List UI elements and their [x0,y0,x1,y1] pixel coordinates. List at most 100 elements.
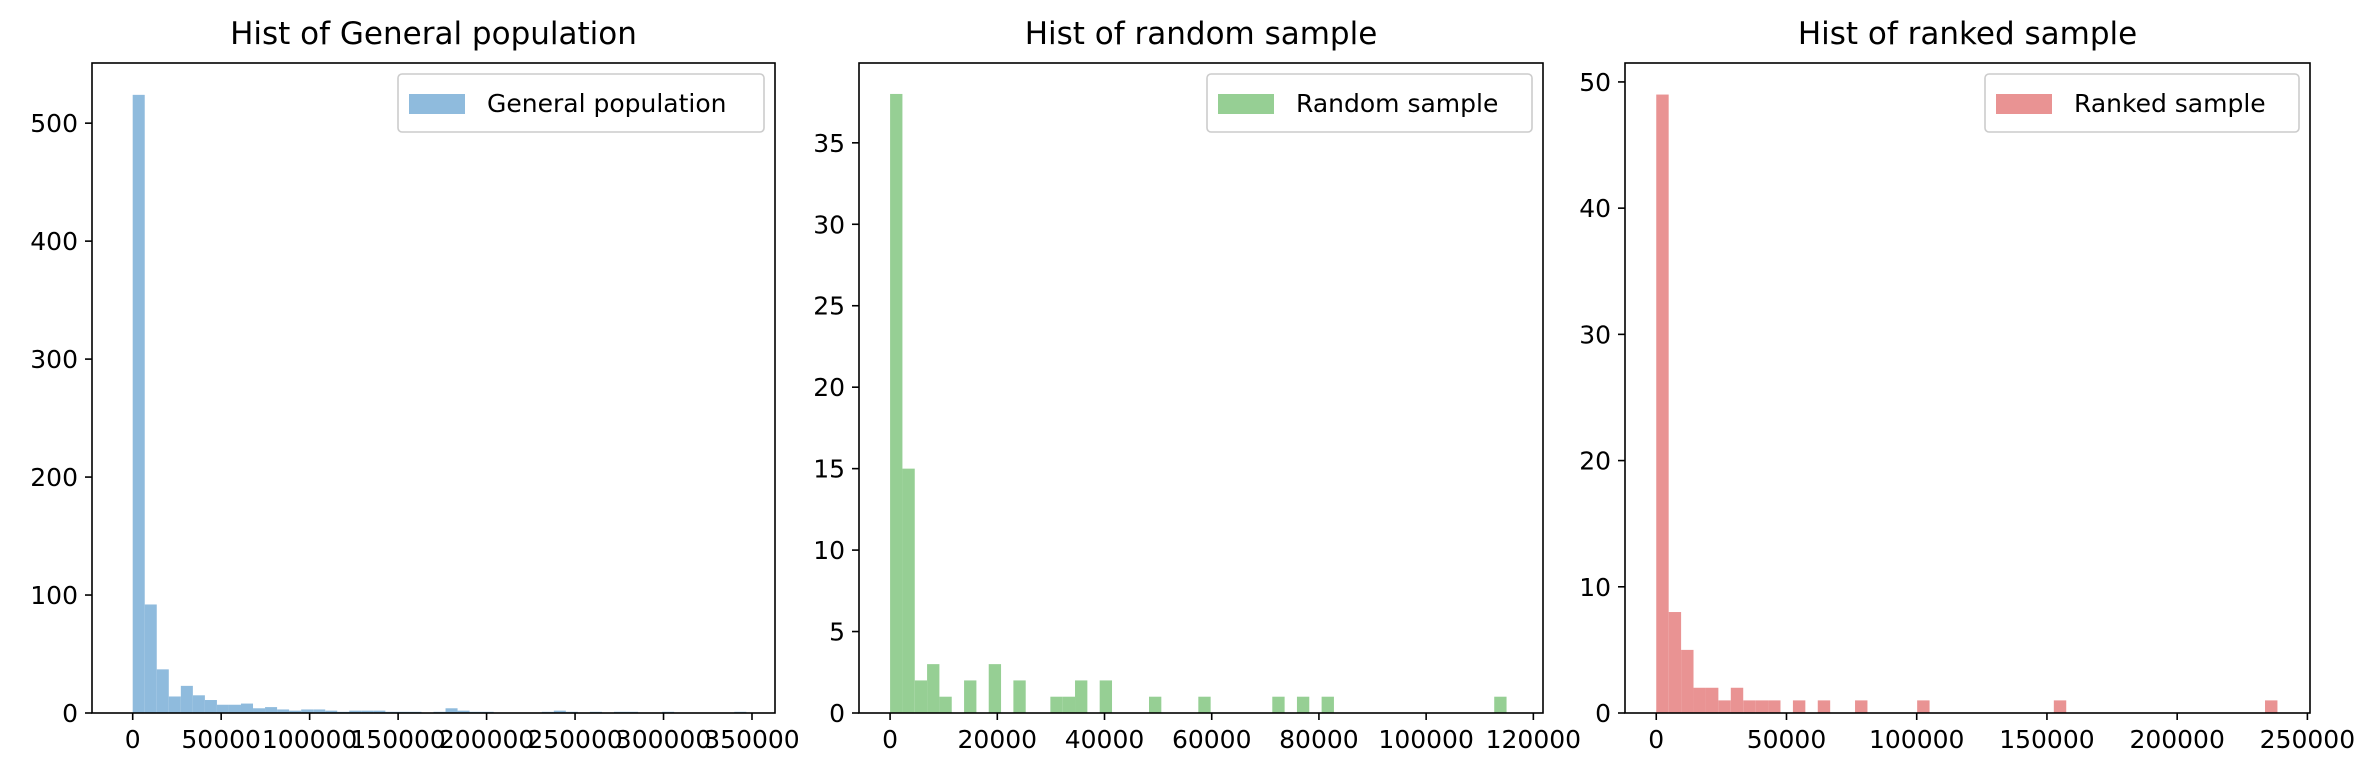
histogram-bar [1730,687,1744,713]
histogram-bar [156,669,169,713]
y-tick-label: 0 [829,699,845,728]
histogram-bar [1855,700,1868,713]
histogram-bar [132,94,145,714]
histogram-bar [2053,700,2067,713]
histogram-bars [1656,94,2278,714]
y-tick-label: 10 [813,536,845,565]
x-tick-label: 80000 [1279,725,1359,754]
y-tick-label: 30 [813,210,845,239]
histogram-bar [1681,649,1694,713]
histogram-bar [1668,612,1682,713]
histogram-bar [228,704,241,713]
y-tick-label: 20 [813,373,845,402]
x-tick-label: 0 [882,725,898,754]
histogram-bar [1917,700,1930,713]
axes-frame [858,62,1544,714]
chart-title: Hist of random sample [1025,16,1378,52]
histogram-bar [325,710,338,713]
histogram-bar [168,696,181,713]
axes-frame [1624,62,2311,714]
x-tick-label: 50000 [1747,725,1827,754]
histogram-bar [1013,680,1026,713]
x-tick-label: 120000 [1486,725,1581,754]
legend-label: Ranked sample [2074,89,2266,118]
x-tick-label: 20000 [958,725,1038,754]
histogram-bar [144,604,157,713]
legend: Ranked sample [1984,73,2300,133]
histogram-bar [265,707,278,713]
histogram-bar [2265,700,2278,713]
legend-swatch [409,94,465,114]
histogram-bar [349,710,362,713]
histogram-bar [553,710,566,713]
x-tick-label: 0 [125,725,141,754]
y-tick-label: 30 [1579,320,1611,349]
chart-title: Hist of ranked sample [1798,16,2137,52]
histogram-bar [988,664,1002,713]
legend-box [1984,73,2300,133]
chart-panel-1: 0 50000 1000001500002000002500003000003500… [30,16,799,754]
histogram-bar [1768,700,1781,713]
x-tick-label: 150000 [1999,725,2094,754]
histogram-bar [902,468,915,713]
chart-panel-3: 0 50000 100000 150000 200000 250000 0 10 20 30 40 5… [1579,16,2355,754]
histogram-bar [1755,700,1769,713]
x-tick-label: 100000 [262,725,357,754]
histogram-bar [253,708,266,713]
histogram-bar [1062,696,1076,713]
histogram-bar [1075,680,1088,713]
histogram-bar [289,710,302,713]
y-tick-label: 40 [1579,194,1611,223]
legend-label: General population [487,89,727,118]
histogram-bar [1705,687,1719,713]
histogram-bar [939,696,952,713]
legend-swatch [1218,94,1274,114]
histogram-bar [277,709,290,713]
histogram-bar [204,700,217,713]
histogram-bar [1321,696,1334,713]
legend: Random sample [1206,73,1533,133]
y-tick-label: 20 [1579,447,1611,476]
axes-frame [91,62,776,714]
legend-swatch [1996,94,2052,114]
legend: General population [397,73,765,133]
y-tick-label: 300 [30,345,78,374]
x-tick-label: 350000 [704,725,799,754]
chart-panel-2: 0 20000 40000 60000 80000 100000 120000 0 5 10 15 2… [813,16,1581,754]
histogram-bar [1743,700,1756,713]
histogram-bar [1494,696,1507,713]
y-tick-label: 500 [30,109,78,138]
chart-title: Hist of General population [230,16,637,52]
histogram-bar [361,710,374,713]
histogram-bar [313,709,326,713]
histogram-bar [1050,696,1063,713]
histogram-bar [927,664,940,713]
y-tick-label: 0 [62,699,78,728]
x-tick-label: 250000 [527,725,622,754]
histogram-bar [1099,680,1113,713]
histogram-bar [1198,696,1211,713]
histogram-bar [1792,700,1806,713]
legend-box [1206,73,1533,133]
histogram-bar [1718,700,1731,713]
histogram-bar [914,680,928,713]
histogram-bar [1817,700,1831,713]
histogram-bar [1149,696,1162,713]
histogram-bar [1656,94,1669,714]
histogram-bar [457,710,470,713]
histogram-bar [192,695,205,713]
y-tick-label: 5 [829,618,845,647]
x-tick-label: 150000 [350,725,445,754]
histogram-bar [1296,696,1310,713]
x-tick-label: 300000 [616,725,711,754]
x-tick-label: 40000 [1065,725,1145,754]
histogram-bar [964,680,977,713]
histogram-bar [216,704,229,713]
histogram-bar [180,685,193,713]
y-tick-label: 100 [30,581,78,610]
x-tick-label: 100000 [1378,725,1473,754]
x-tick-label: 200000 [2129,725,2224,754]
y-tick-label: 25 [813,292,845,321]
histogram-bar [301,709,314,713]
